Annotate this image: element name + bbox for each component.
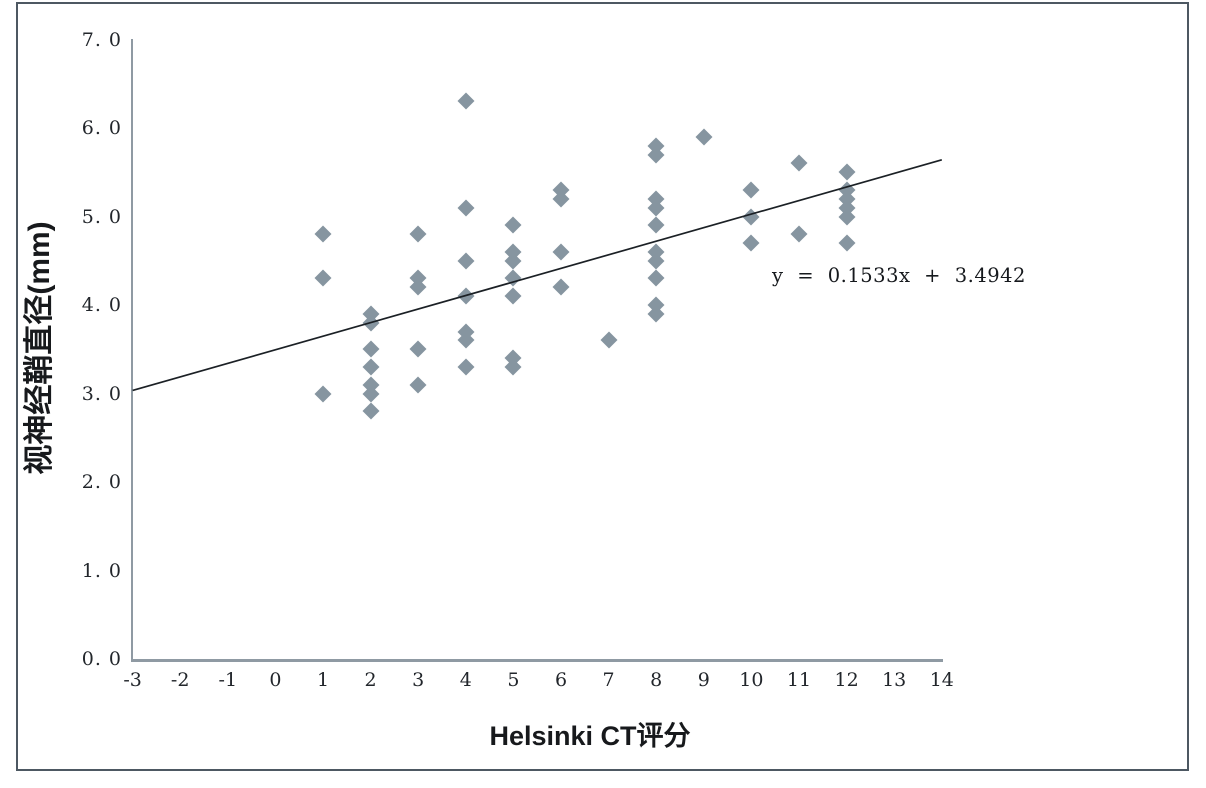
x-tick-label: 3 [412,669,425,691]
x-tick-label: 13 [882,669,907,691]
x-axis-title: Helsinki CT评分 [489,721,691,751]
x-tick-label: 0 [269,669,282,691]
chart-border [16,2,1189,771]
y-tick-label: 7. 0 [81,28,122,51]
x-tick-label: 5 [507,669,520,691]
y-tick-label: 1. 0 [81,559,122,582]
x-tick-label: -1 [218,669,238,691]
x-axis-line [130,659,943,662]
x-tick-label: 8 [650,669,663,691]
x-tick-label: 11 [786,669,812,691]
x-tick-label: 2 [364,669,377,691]
x-tick-label: 12 [834,669,859,691]
x-tick-label: 7 [602,669,615,691]
y-tick-label: 3. 0 [81,382,122,405]
x-tick-label: 1 [316,669,330,691]
x-tick-label: -2 [170,669,190,691]
y-tick-label: 0. 0 [81,648,122,670]
x-tick-label: -3 [123,669,142,691]
x-tick-label: 9 [697,669,710,691]
x-tick-label: 4 [459,669,472,691]
y-tick-label: 2. 0 [81,471,122,493]
trendline-equation-label: y = 0.1533x + 3.4942 [772,264,1026,287]
y-axis-line [130,39,133,661]
x-tick-label: 6 [554,669,568,691]
y-tick-label: 6. 0 [81,117,122,139]
y-tick-label: 5. 0 [81,205,122,228]
y-axis-title: 视神经鞘直径(mm) [23,221,56,475]
x-tick-label: 14 [929,669,954,691]
y-tick-label: 4. 0 [81,294,122,316]
x-tick-label: 10 [739,669,764,691]
